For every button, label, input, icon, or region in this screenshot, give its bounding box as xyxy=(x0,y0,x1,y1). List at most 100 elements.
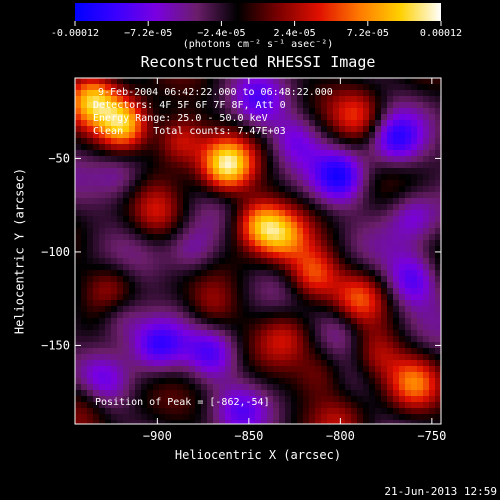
heatmap-cell xyxy=(369,216,376,223)
heatmap-cell xyxy=(105,204,112,211)
heatmap-cell xyxy=(201,204,208,211)
heatmap-cell xyxy=(93,420,100,424)
heatmap-cell xyxy=(219,294,226,301)
heatmap-cell xyxy=(243,330,250,337)
heatmap-cell xyxy=(81,324,88,331)
heatmap-cell xyxy=(399,222,406,229)
heatmap-cell xyxy=(129,222,136,229)
heatmap-cell xyxy=(327,108,334,115)
heatmap-cell xyxy=(429,414,436,421)
heatmap-cell xyxy=(183,294,190,301)
heatmap-cell xyxy=(339,240,346,247)
heatmap-cell xyxy=(429,120,436,127)
heatmap-cell xyxy=(99,108,106,115)
heatmap-cell xyxy=(237,264,244,271)
heatmap-cell xyxy=(207,396,214,403)
heatmap-cell xyxy=(339,282,346,289)
heatmap-cell xyxy=(195,90,202,97)
heatmap-cell xyxy=(261,408,268,415)
heatmap-cell xyxy=(111,420,118,424)
heatmap-cell xyxy=(153,168,160,175)
heatmap-cell xyxy=(405,126,412,133)
heatmap-cell xyxy=(351,408,358,415)
heatmap-cell xyxy=(375,126,382,133)
heatmap-cell xyxy=(369,96,376,103)
heatmap-cell xyxy=(237,168,244,175)
heatmap-cell xyxy=(123,210,130,217)
heatmap-cell xyxy=(99,180,106,187)
heatmap-cell xyxy=(327,408,334,415)
heatmap-cell xyxy=(405,372,412,379)
heatmap-cell xyxy=(123,354,130,361)
heatmap-cell xyxy=(165,222,172,229)
heatmap-cell xyxy=(231,192,238,199)
heatmap-cell xyxy=(357,312,364,319)
heatmap-cell xyxy=(411,102,418,109)
heatmap-cell xyxy=(369,390,376,397)
heatmap-cell xyxy=(351,78,358,85)
heatmap-cell xyxy=(351,228,358,235)
heatmap-cell xyxy=(123,342,130,349)
heatmap-cell xyxy=(129,390,136,397)
heatmap-cell xyxy=(315,114,322,121)
heatmap-cell xyxy=(195,150,202,157)
heatmap-cell xyxy=(267,192,274,199)
heatmap-cell xyxy=(357,78,364,85)
heatmap-cell xyxy=(231,126,238,133)
heatmap-cell xyxy=(351,246,358,253)
heatmap-cell xyxy=(423,120,430,127)
heatmap-cell xyxy=(429,156,436,163)
heatmap-cell xyxy=(141,186,148,193)
heatmap-cell xyxy=(135,252,142,259)
heatmap-cell xyxy=(117,294,124,301)
heatmap-cell xyxy=(153,156,160,163)
heatmap-cell xyxy=(375,264,382,271)
heatmap-cell xyxy=(141,330,148,337)
heatmap-cell xyxy=(147,408,154,415)
heatmap-cell xyxy=(273,90,280,97)
heatmap-cell xyxy=(285,108,292,115)
heatmap-cell xyxy=(171,84,178,91)
heatmap-cell xyxy=(351,306,358,313)
heatmap-cell xyxy=(93,96,100,103)
heatmap-cell xyxy=(381,342,388,349)
heatmap-cell xyxy=(111,174,118,181)
heatmap-cell xyxy=(255,276,262,283)
heatmap-cell xyxy=(363,78,370,85)
heatmap-cell xyxy=(231,294,238,301)
heatmap-cell xyxy=(123,252,130,259)
heatmap-cell xyxy=(225,312,232,319)
heatmap-cell xyxy=(183,396,190,403)
heatmap-cell xyxy=(105,90,112,97)
heatmap-cell xyxy=(189,318,196,325)
heatmap-cell xyxy=(147,234,154,241)
heatmap-cell xyxy=(357,258,364,265)
heatmap-cell xyxy=(369,348,376,355)
heatmap-cell xyxy=(243,282,250,289)
heatmap-cell xyxy=(405,354,412,361)
heatmap-cell xyxy=(345,282,352,289)
heatmap-cell xyxy=(183,84,190,91)
heatmap-cell xyxy=(339,216,346,223)
heatmap-cell xyxy=(219,180,226,187)
heatmap-cell xyxy=(147,84,154,91)
heatmap-cell xyxy=(135,264,142,271)
heatmap-cell xyxy=(117,120,124,127)
heatmap-cell xyxy=(195,132,202,139)
heatmap-cell xyxy=(339,318,346,325)
heatmap-cell xyxy=(135,378,142,385)
heatmap-cell xyxy=(165,204,172,211)
y-axis-label: Heliocentric Y (arcsec) xyxy=(12,167,27,335)
heatmap-cell xyxy=(129,84,136,91)
heatmap-cell xyxy=(231,180,238,187)
heatmap-cell xyxy=(267,150,274,157)
heatmap-cell xyxy=(213,408,220,415)
heatmap-cell xyxy=(327,366,334,373)
heatmap-cell xyxy=(435,396,441,403)
heatmap-cell xyxy=(189,186,196,193)
heatmap-cell xyxy=(75,222,82,229)
heatmap-cell xyxy=(375,396,382,403)
heatmap-cell xyxy=(183,270,190,277)
heatmap-cell xyxy=(423,270,430,277)
heatmap-cell xyxy=(111,132,118,139)
